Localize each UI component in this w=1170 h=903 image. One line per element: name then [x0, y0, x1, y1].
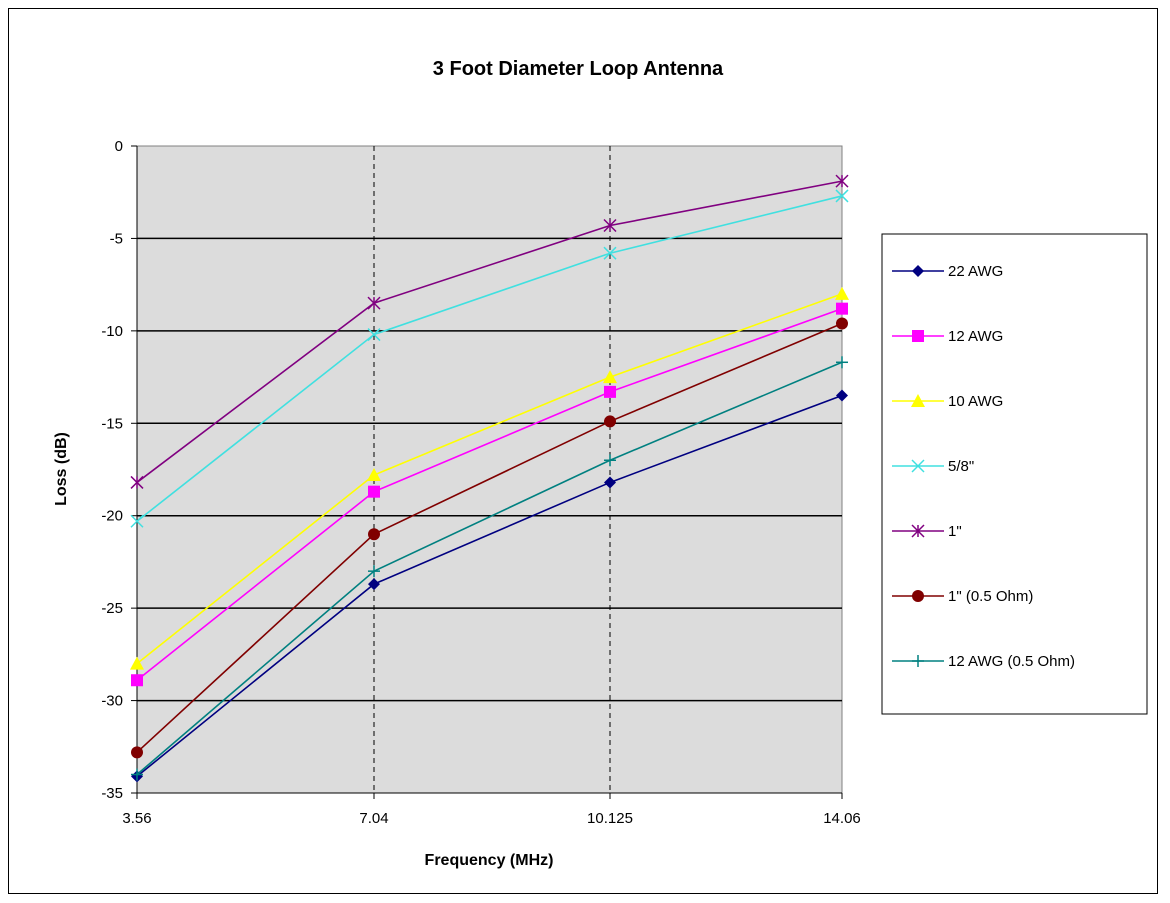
legend-entry: 12 AWG: [892, 328, 1003, 345]
series-line: [136, 394, 843, 777]
x-tick-label: 10.125: [587, 810, 633, 827]
data-point-marker: [131, 674, 143, 687]
x-tick-label: 14.06: [823, 810, 861, 827]
data-point-marker: [604, 415, 616, 428]
chart-svg: 3 Foot Diameter Loop Antenna 0 -5 -10 -15 -2…: [53, 58, 1148, 869]
data-point-marker: [603, 246, 617, 260]
series-0: [131, 389, 848, 783]
plot-area: [136, 145, 843, 794]
data-point-marker: [911, 459, 925, 473]
axis-layer: 0 -5 -10 -15 -20 -25 -30 -35 3.56 7.04 10.125 14.06: [101, 138, 860, 827]
data-point-marker: [131, 768, 143, 781]
data-point-marker: [131, 746, 143, 759]
legend-label: 1" (0.5 Ohm): [948, 588, 1033, 605]
legend-label: 1": [948, 523, 962, 540]
data-point-marker: [911, 524, 925, 538]
data-point-marker: [603, 218, 617, 233]
series-3: [130, 189, 849, 528]
data-point-marker: [836, 356, 848, 369]
data-point-marker: [368, 565, 380, 578]
series-5: [131, 317, 848, 759]
series-4: [130, 174, 849, 489]
series-6: [131, 356, 848, 781]
legend-entry: 1" (0.5 Ohm): [892, 588, 1033, 605]
legend-entry: 12 AWG (0.5 Ohm): [892, 653, 1075, 670]
data-point-marker: [835, 286, 849, 300]
legend-label: 10 AWG: [948, 393, 1003, 410]
data-point-marker: [367, 468, 381, 482]
y-tick-label: -30: [101, 693, 123, 710]
data-point-marker: [604, 476, 616, 489]
legend-box: [881, 233, 1148, 715]
chart-title: 3 Foot Diameter Loop Antenna: [433, 58, 724, 80]
data-point-marker: [835, 189, 849, 203]
data-point-marker: [604, 385, 616, 398]
y-axis-title: Loss (dB): [53, 432, 70, 506]
y-tick-label: -5: [110, 230, 123, 247]
series-line: [136, 322, 843, 753]
legend: 22 AWG 12 AWG 10 AWG 5/8" 1" 1" (0.5 Ohm) 12 A…: [881, 233, 1148, 715]
series-line: [136, 293, 843, 665]
data-point-marker: [130, 475, 144, 489]
y-tick-label: -35: [101, 785, 123, 802]
legend-entry: 22 AWG: [892, 263, 1003, 280]
data-point-marker: [130, 514, 144, 528]
data-point-marker: [604, 454, 616, 467]
legend-entry: 10 AWG: [892, 393, 1003, 410]
x-tick-label: 7.04: [359, 810, 388, 827]
legend-entry: 5/8": [892, 458, 974, 475]
y-tick-label: -15: [101, 415, 123, 432]
data-point-marker: [836, 317, 848, 330]
data-point-marker: [368, 485, 380, 498]
data-point-marker: [836, 389, 848, 402]
series-line: [136, 361, 843, 776]
legend-label: 12 AWG: [948, 328, 1003, 345]
y-tick-label: -25: [101, 600, 123, 617]
data-point-marker: [835, 174, 849, 188]
data-point-marker: [911, 394, 925, 407]
series-line: [136, 180, 843, 484]
data-point-marker: [367, 296, 381, 310]
legend-entry: 1": [892, 523, 962, 540]
series-line: [136, 195, 843, 522]
series-line: [136, 307, 843, 681]
chart-frame: 3 Foot Diameter Loop Antenna 0 -5 -10 -15 -2…: [8, 8, 1158, 894]
data-point-marker: [603, 370, 617, 384]
data-point-marker: [368, 578, 380, 591]
series-layer: [130, 174, 849, 783]
series-1: [131, 302, 848, 687]
data-point-marker: [130, 656, 144, 670]
data-point-marker: [912, 330, 924, 342]
x-axis-title: Frequency (MHz): [425, 852, 554, 869]
legend-label: 5/8": [948, 458, 974, 475]
data-point-marker: [912, 655, 924, 667]
y-tick-label: 0: [115, 138, 123, 155]
grid-layer: [137, 146, 842, 793]
series-2: [130, 286, 849, 670]
data-point-marker: [912, 265, 924, 277]
data-point-marker: [912, 590, 924, 602]
legend-label: 12 AWG (0.5 Ohm): [948, 653, 1075, 670]
x-tick-label: 3.56: [122, 810, 151, 827]
y-tick-label: -10: [101, 323, 123, 340]
data-point-marker: [836, 302, 848, 315]
legend-label: 22 AWG: [948, 263, 1003, 280]
data-point-marker: [367, 328, 381, 342]
data-point-marker: [368, 528, 380, 541]
y-tick-label: -20: [101, 508, 123, 525]
